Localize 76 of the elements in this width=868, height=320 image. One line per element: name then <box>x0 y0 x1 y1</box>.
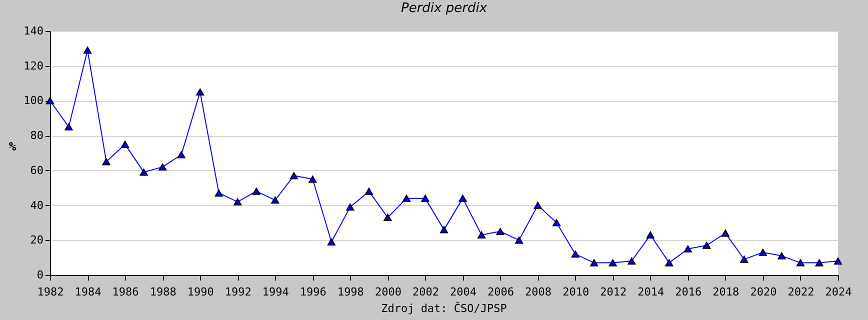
point <box>214 190 223 197</box>
point <box>158 163 167 171</box>
point <box>778 252 786 260</box>
point <box>177 151 186 158</box>
y-tick-label: 20 <box>30 234 44 247</box>
point <box>796 259 805 266</box>
point <box>665 259 674 266</box>
y-tick-label: 80 <box>30 129 44 142</box>
x-tick-label: 2000 <box>374 286 402 298</box>
point <box>327 238 336 246</box>
x-tick-label: 2020 <box>750 286 777 298</box>
point <box>608 259 617 266</box>
y-tick-label: 100 <box>24 94 44 108</box>
point <box>140 168 148 176</box>
point <box>308 176 317 183</box>
point <box>552 219 561 226</box>
point <box>290 172 298 180</box>
chart-title: Perdix perdix <box>400 1 488 16</box>
point <box>402 194 411 202</box>
x-tick-label: 2016 <box>675 286 702 298</box>
point <box>815 259 824 266</box>
x-tick-label: 2018 <box>712 286 740 298</box>
x-tick-label: 1996 <box>300 286 326 298</box>
x-tick-label: 1982 <box>37 286 64 298</box>
point <box>515 236 524 244</box>
point <box>834 257 842 265</box>
text: Zdroj dat: ČSO/JPSP <box>381 301 508 315</box>
x-tick-label: 2008 <box>525 286 552 298</box>
x-tick-label: 2022 <box>788 286 814 298</box>
point <box>271 196 280 204</box>
x-tick-label: 1990 <box>187 286 214 298</box>
x-tick-label: 2024 <box>825 286 852 298</box>
point <box>628 257 636 265</box>
point <box>646 231 654 238</box>
point <box>64 123 73 130</box>
x-tick-label: 1984 <box>74 286 102 298</box>
x-tick-label: 1998 <box>337 286 364 298</box>
x-tick-label: 2004 <box>450 286 477 298</box>
point <box>496 228 504 235</box>
point <box>740 256 748 263</box>
x-tick-label: 2002 <box>412 286 439 298</box>
point <box>252 188 260 195</box>
point <box>590 259 598 266</box>
point <box>477 231 486 238</box>
x-tick-label: 2014 <box>638 286 664 298</box>
x-tick-label: 1986 <box>112 286 139 298</box>
y-tick-label: 120 <box>24 59 44 72</box>
point <box>46 97 54 104</box>
point <box>196 88 204 96</box>
point <box>234 198 242 206</box>
point <box>102 158 110 166</box>
point <box>121 140 130 148</box>
point <box>440 226 448 234</box>
point <box>721 230 730 237</box>
point <box>364 188 373 195</box>
x-tick-label: 1994 <box>262 286 290 298</box>
point <box>346 203 354 211</box>
point <box>534 202 542 209</box>
y-axis-title: % <box>8 140 17 154</box>
x-tick-label: 2010 <box>562 286 590 298</box>
point <box>384 214 392 222</box>
x-tick-label: 1992 <box>224 286 252 298</box>
point <box>458 194 467 202</box>
x-tick-label: 1988 <box>150 286 176 298</box>
x-tick-label: 2012 <box>600 286 627 298</box>
point <box>421 194 430 202</box>
y-tick-label: 0 <box>36 268 44 282</box>
y-tick-label: 60 <box>30 164 44 177</box>
y-tick-label: 140 <box>24 24 44 38</box>
x-tick-label: 2006 <box>488 286 514 298</box>
point <box>83 46 92 54</box>
point <box>758 248 767 256</box>
point <box>702 242 711 249</box>
point <box>571 250 580 258</box>
point <box>684 245 692 252</box>
y-tick-label: 40 <box>30 198 44 212</box>
